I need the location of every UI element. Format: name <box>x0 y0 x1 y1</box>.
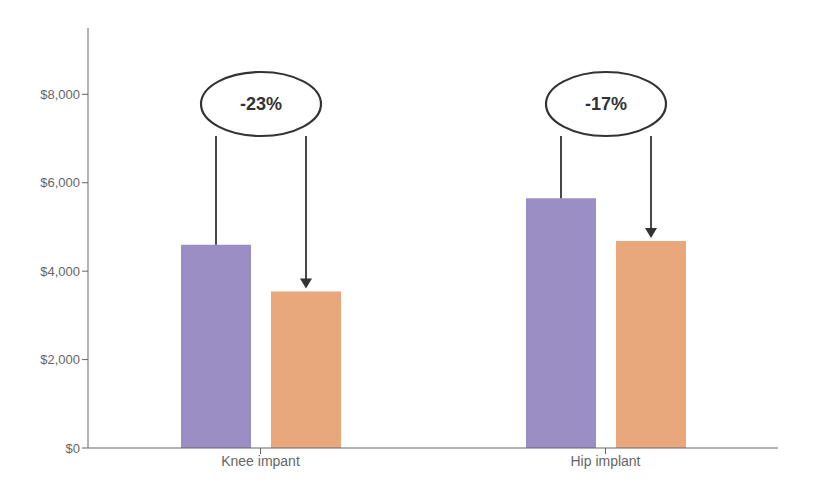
svg-text:$4,000: $4,000 <box>40 264 80 279</box>
svg-text:$6,000: $6,000 <box>40 175 80 190</box>
svg-text:$2,000: $2,000 <box>40 352 80 367</box>
svg-text:$0: $0 <box>66 441 80 456</box>
svg-text:$8,000: $8,000 <box>40 87 80 102</box>
svg-text:Knee impant: Knee impant <box>221 453 300 469</box>
svg-text:Hip implant: Hip implant <box>570 453 640 469</box>
svg-text:-23%: -23% <box>240 94 282 114</box>
svg-text:-17%: -17% <box>585 94 627 114</box>
